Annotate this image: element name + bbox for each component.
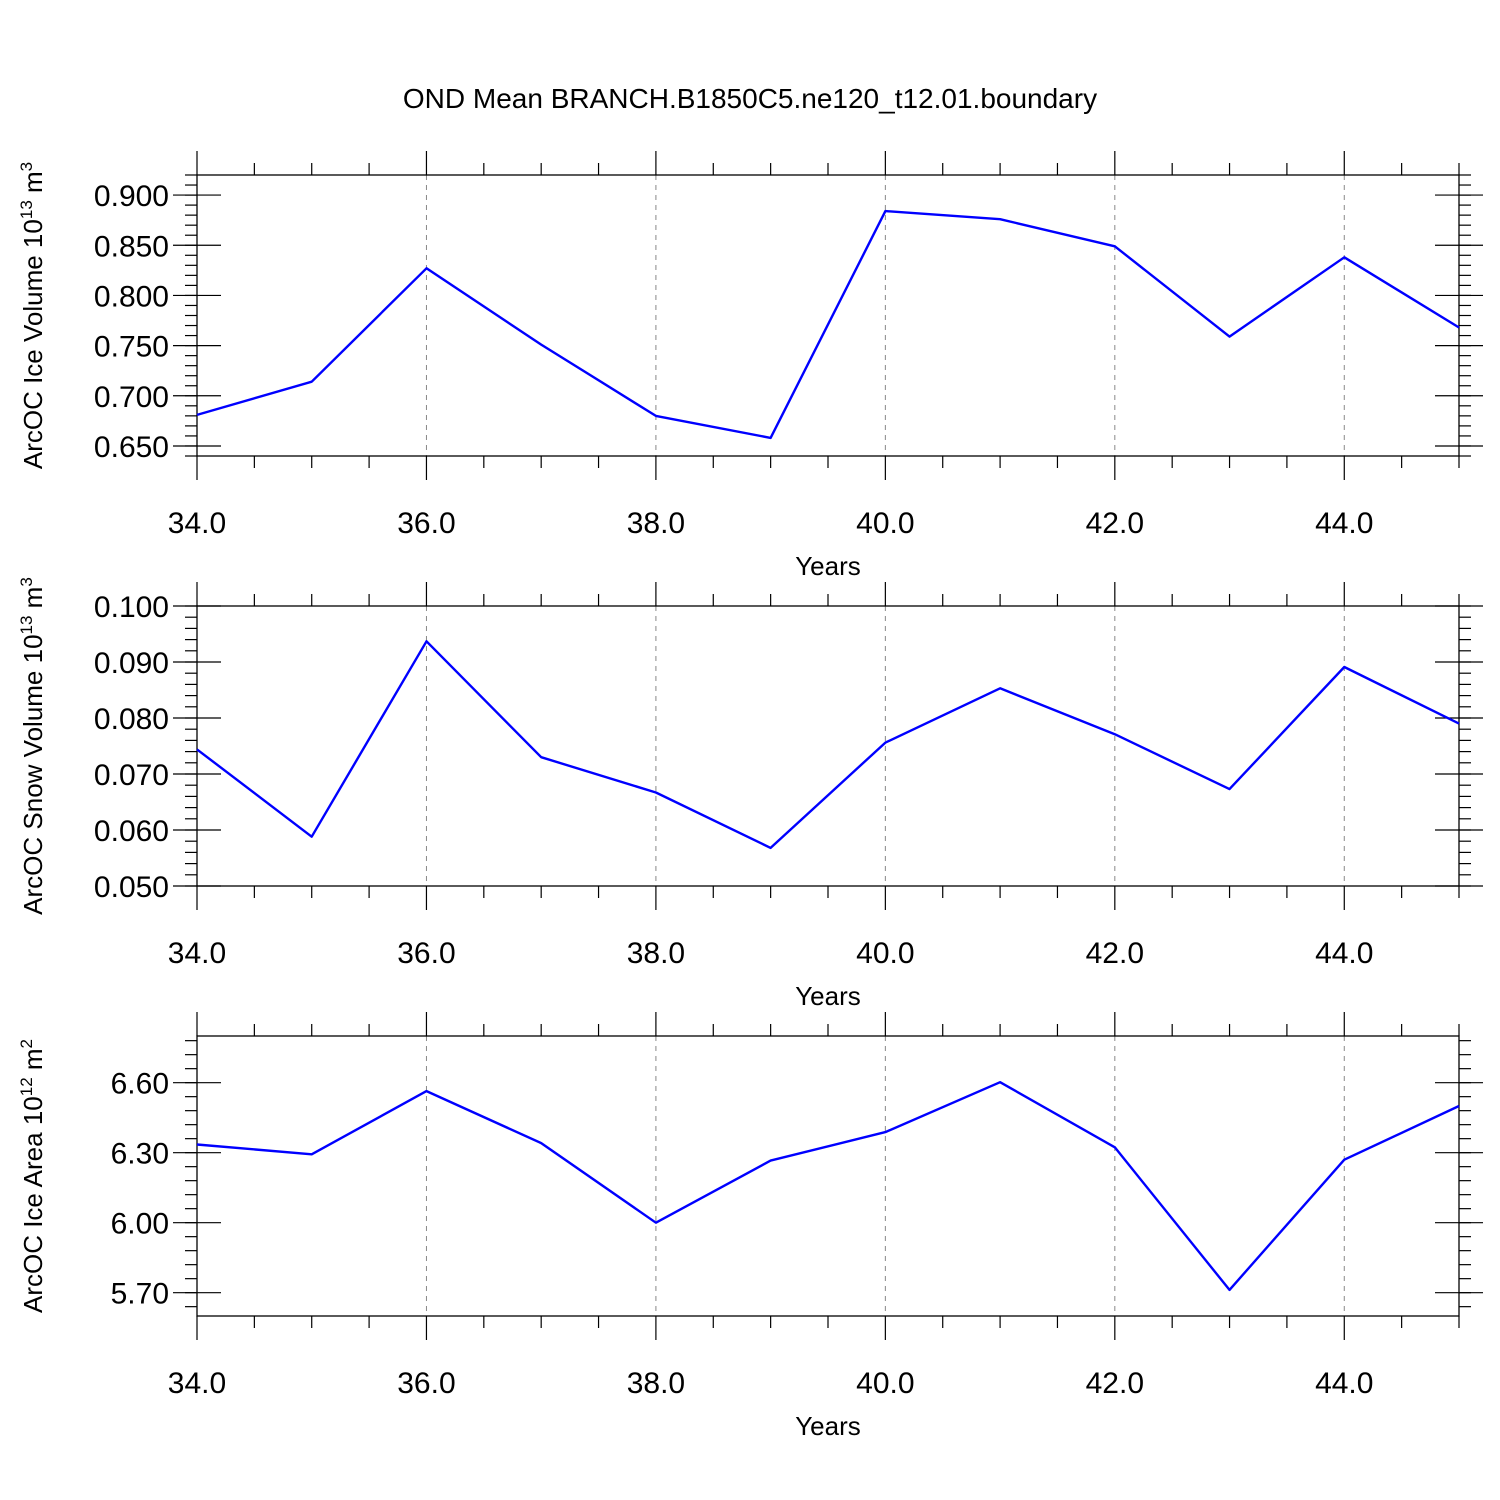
y-axis-label-text: ArcOC Ice Volume 10	[18, 219, 48, 469]
x-tick-label: 44.0	[1315, 1367, 1373, 1400]
y-axis-label: ArcOC Snow Volume 1013 m3	[17, 577, 48, 915]
x-axis-label: Years	[795, 1411, 861, 1441]
y-axis-label-unit-exponent: 2	[17, 1039, 36, 1048]
y-axis-label-unit: m	[18, 587, 48, 616]
y-tick-label: 0.800	[94, 280, 169, 313]
y-tick-label: 0.060	[94, 815, 169, 848]
y-tick-label: 6.00	[111, 1208, 169, 1241]
x-tick-label: 34.0	[168, 1367, 226, 1400]
y-tick-label: 0.080	[94, 703, 169, 736]
y-axis-label-exponent: 12	[17, 1077, 36, 1096]
main-title: OND Mean BRANCH.B1850C5.ne120_t12.01.bou…	[403, 83, 1097, 114]
y-tick-label: 6.30	[111, 1138, 169, 1171]
y-axis-label-exponent: 13	[17, 200, 36, 219]
x-tick-label: 40.0	[856, 1367, 914, 1400]
x-tick-label: 44.0	[1315, 507, 1373, 540]
y-axis-label-unit-exponent: 3	[17, 577, 36, 586]
x-axis-label: Years	[795, 981, 861, 1011]
y-axis-label: ArcOC Ice Area 1012 m2	[17, 1039, 48, 1313]
y-tick-label: 0.100	[94, 591, 169, 624]
panel-1: 0.650 0.700 0.750 0.800 0.850 0.900 34.0 36.0 38…	[17, 151, 1483, 581]
series-line	[196, 1080, 1460, 1292]
panels: 0.650 0.700 0.750 0.800 0.850 0.900 34.0 36.0 38…	[17, 151, 1483, 1441]
plot-frame	[196, 1035, 1460, 1317]
y-tick-label: 0.900	[94, 180, 169, 213]
y-tick-label: 0.850	[94, 230, 169, 263]
y-tick-label: 0.700	[94, 381, 169, 414]
y-axis-label-unit: m	[18, 171, 48, 200]
x-tick-label: 40.0	[856, 937, 914, 970]
y-axis-label-unit: m	[18, 1048, 48, 1077]
x-tick-label: 36.0	[397, 937, 455, 970]
y-tick-label: 0.090	[94, 647, 169, 680]
x-tick-label: 44.0	[1315, 937, 1373, 970]
x-tick-label: 42.0	[1086, 507, 1144, 540]
x-tick-label: 36.0	[397, 507, 455, 540]
series-line	[196, 640, 1460, 850]
x-tick-label: 34.0	[168, 937, 226, 970]
y-tick-label: 0.070	[94, 759, 169, 792]
plot-frame	[196, 174, 1460, 457]
y-axis-label-unit-exponent: 3	[17, 162, 36, 171]
y-axis-label-exponent: 13	[17, 616, 36, 635]
y-tick-label: 0.750	[94, 331, 169, 364]
series-line	[196, 209, 1460, 440]
y-tick-label: 0.650	[94, 431, 169, 464]
x-axis-label: Years	[795, 551, 861, 581]
y-tick-label: 5.70	[111, 1278, 169, 1311]
x-tick-label: 40.0	[856, 507, 914, 540]
x-tick-label: 36.0	[397, 1367, 455, 1400]
x-tick-label: 42.0	[1086, 1367, 1144, 1400]
panel-3: 5.70 6.00 6.30 6.60 34.0 36.0 38.0 40.0 42.0 44.0…	[17, 1012, 1483, 1441]
x-tick-label: 42.0	[1086, 937, 1144, 970]
y-axis-label-text: ArcOC Ice Area 10	[18, 1096, 48, 1313]
y-axis-label: ArcOC Ice Volume 1013 m3	[17, 162, 48, 469]
y-axis-label-text: ArcOC Snow Volume 10	[18, 634, 48, 914]
y-tick-label: 6.60	[111, 1068, 169, 1101]
x-tick-label: 34.0	[168, 507, 226, 540]
x-tick-label: 38.0	[627, 937, 685, 970]
x-tick-label: 38.0	[627, 507, 685, 540]
x-tick-label: 38.0	[627, 1367, 685, 1400]
panel-2: 0.050 0.060 0.070 0.080 0.090 0.100 34.0 36.0 38…	[17, 577, 1483, 1011]
y-tick-label: 0.050	[94, 871, 169, 904]
